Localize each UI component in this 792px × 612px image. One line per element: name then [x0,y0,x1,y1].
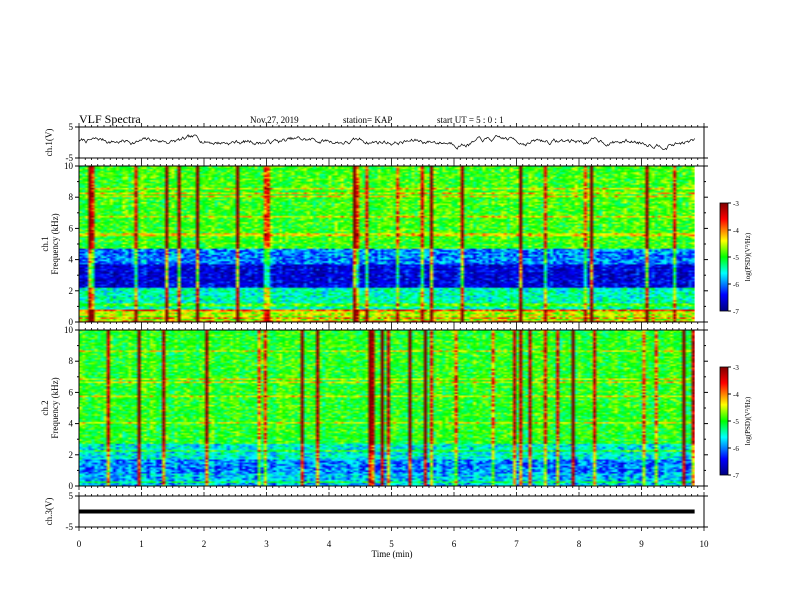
ch1-colorbar: -3 -4 -5 -6 -7 log(PSD)(V²/Hz) [719,200,752,316]
y-tick-label: -5 [66,153,74,163]
spectrogram-image [79,166,695,322]
colorbar-tick-label: -3 [733,200,739,208]
y-tick-label: 0 [69,481,74,491]
colorbar-tick-label: -5 [733,418,739,426]
x-tick-label: 3 [264,539,269,549]
y-tick-label: 4 [69,419,74,429]
x-tick-label: 9 [639,539,644,549]
spectrogram-image [79,330,695,486]
header-start-time: start UT = 5 : 0 : 1 [437,115,504,125]
y-tick-label: 6 [69,387,74,397]
ch3-waveform-panel: 5 -5 ch.3(V) [44,491,708,532]
colorbar-tick-label: -3 [733,364,739,372]
y-tick-label: 6 [69,223,74,233]
x-tick-label: 8 [577,539,582,549]
x-tick-label: 6 [452,539,457,549]
y-axis-label: ch.1 [40,236,50,251]
y-axis-label: ch.1(V) [44,129,54,157]
y-tick-label: 8 [69,192,74,202]
colorbar-label: log(PSD)(V²/Hz) [744,232,752,281]
ch2-spectrogram-panel: 0 2 4 6 8 10 ch.2 Frequency (kHz) [40,325,708,491]
y-tick-label: 5 [69,491,74,501]
y-axis-label: ch.2 [40,400,50,415]
colorbar-tick-label: -6 [733,281,739,289]
y-tick-label: 10 [64,325,74,335]
x-tick-label: 4 [327,539,332,549]
colorbar-gradient [719,202,729,312]
x-tick-label: 2 [202,539,207,549]
y-axis-label: ch.3(V) [44,498,54,526]
ch1-waveform-line [78,134,695,151]
x-tick-label: 10 [700,539,710,549]
colorbar-tick-label: -7 [733,308,739,316]
y-tick-label: 10 [64,161,74,171]
header-date: Nov.27, 2019 [250,115,299,125]
header-station: station= KAP [343,115,392,125]
colorbar-tick-label: -6 [733,445,739,453]
x-tick-label: 0 [77,539,82,549]
colorbar-tick-label: -5 [733,254,739,262]
y-tick-label: 4 [69,255,74,265]
colorbar-tick-label: -4 [733,227,739,235]
x-tick-label: 7 [514,539,519,549]
y-tick-label: 2 [69,450,74,460]
figure-title: VLF Spectra [79,112,141,126]
time-axis: 0 1 2 3 4 5 6 7 8 9 10 [77,539,709,549]
y-axis-label: Frequency (kHz) [50,213,60,274]
x-axis-label: Time (min) [372,549,413,559]
colorbar-tick-label: -7 [733,472,739,480]
colorbar-tick-label: -4 [733,391,739,399]
y-tick-label: 2 [69,286,74,296]
y-tick-label: 8 [69,356,74,366]
x-tick-label: 5 [389,539,394,549]
x-tick-label: 1 [139,539,144,549]
y-tick-label: -5 [66,522,74,532]
colorbar-label: log(PSD)(V²/Hz) [744,396,752,445]
colorbar-gradient [719,366,729,476]
y-axis-label: Frequency (kHz) [50,377,60,438]
ch1-spectrogram-panel: 0 2 4 6 8 10 ch.1 Frequency (kHz) [40,161,708,327]
ch1-waveform-panel: 5 -5 ch.1(V) [44,122,708,163]
y-tick-label: 5 [69,122,74,132]
y-tick-label: 0 [69,317,74,327]
ch2-colorbar: -3 -4 -5 -6 -7 log(PSD)(V²/Hz) [719,364,752,480]
